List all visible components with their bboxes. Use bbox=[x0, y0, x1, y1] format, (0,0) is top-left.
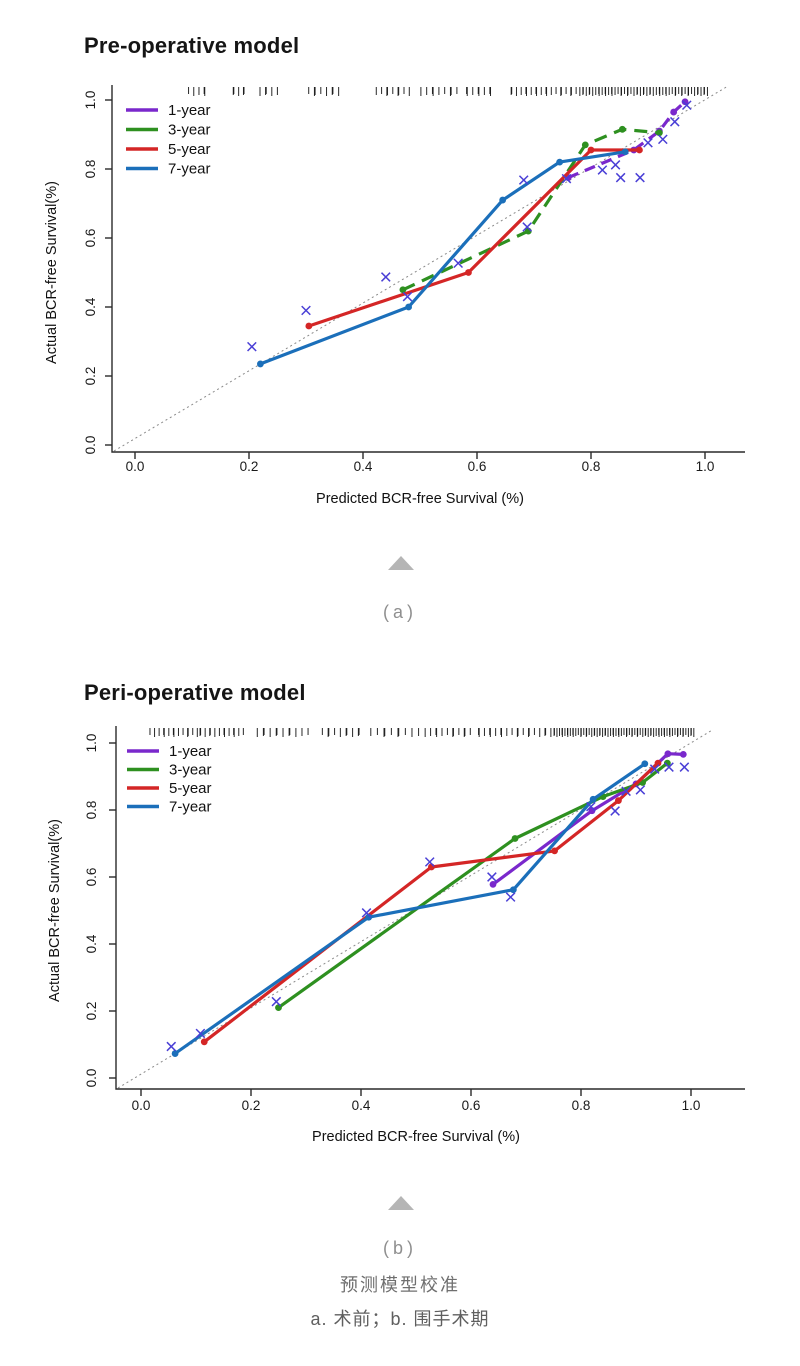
pre-operative-chart-title: Pre-operative model bbox=[84, 33, 300, 58]
series-point-3-year bbox=[581, 141, 589, 149]
series-point-1-year bbox=[679, 750, 687, 758]
x-tick-label: 0.0 bbox=[126, 459, 145, 474]
x-tick-label: 0.4 bbox=[352, 1098, 371, 1113]
x-tick-label: 0.6 bbox=[468, 459, 487, 474]
x-tick-label: 0.6 bbox=[462, 1098, 481, 1113]
ideal-reference-line bbox=[113, 85, 729, 452]
x-tick-label: 0.2 bbox=[242, 1098, 261, 1113]
rug-marks bbox=[149, 728, 695, 737]
series-point-7-year bbox=[509, 886, 517, 894]
panel-a-label: (a) bbox=[383, 602, 417, 622]
series-point-5-year bbox=[654, 759, 662, 767]
x-tick-label: 0.0 bbox=[132, 1098, 151, 1113]
y-tick-label: 0.4 bbox=[84, 934, 99, 953]
peri-operative-chart-title: Peri-operative model bbox=[84, 680, 306, 705]
x-tick-label: 0.2 bbox=[240, 459, 259, 474]
legend: 1-year 3-year 5-year 7-year bbox=[126, 102, 211, 178]
series-point-3-year bbox=[656, 129, 663, 137]
series-point-7-year bbox=[641, 760, 649, 768]
legend-label-5-year: 5-year bbox=[168, 141, 211, 158]
x-axis-title: Predicted BCR-free Survival (%) bbox=[316, 491, 524, 507]
series-point-3-year bbox=[511, 835, 519, 842]
y-axis-title: Actual BCR-free Survival(%) bbox=[47, 819, 63, 1002]
figure-caption-subtitle: a. 术前；b. 围手术期 bbox=[310, 1309, 490, 1329]
y-tick-label: 0.0 bbox=[83, 436, 98, 455]
y-tick-label: 0.6 bbox=[84, 868, 99, 887]
y-axis-title: Actual BCR-free Survival(%) bbox=[44, 181, 60, 364]
collapse-triangle-icon-a[interactable] bbox=[388, 556, 414, 570]
y-tick-label: 0.6 bbox=[83, 229, 98, 248]
series-point-7-year bbox=[556, 158, 564, 166]
collapse-triangle-icon-b[interactable] bbox=[388, 1196, 414, 1210]
series-point-7-year bbox=[405, 303, 412, 311]
series-point-1-year bbox=[664, 750, 672, 758]
series-point-5-year bbox=[636, 146, 643, 154]
series-point-1-year bbox=[670, 108, 678, 116]
series-point-5-year bbox=[465, 269, 472, 276]
series-point-5-year bbox=[305, 322, 313, 330]
series-point-3-year bbox=[399, 286, 407, 294]
series-point-7-year bbox=[365, 913, 373, 921]
x-tick-label: 0.4 bbox=[354, 459, 373, 474]
legend-label-5-year: 5-year bbox=[169, 780, 212, 797]
x-axis-title: Predicted BCR-free Survival (%) bbox=[312, 1129, 520, 1145]
x-tick-label: 0.8 bbox=[572, 1098, 591, 1113]
legend-label-1-year: 1-year bbox=[169, 743, 212, 760]
y-tick-label: 1.0 bbox=[84, 734, 99, 753]
series-point-3-year bbox=[618, 125, 626, 133]
y-tick-label: 0.2 bbox=[84, 1002, 99, 1021]
corrected-x-marks bbox=[166, 762, 690, 1052]
series-point-7-year bbox=[257, 360, 264, 368]
y-tick-label: 0.8 bbox=[84, 801, 99, 820]
series-point-7-year bbox=[499, 196, 507, 204]
series-point-1-year bbox=[489, 880, 497, 888]
y-tick-label: 1.0 bbox=[83, 91, 98, 110]
series-point-7-year bbox=[171, 1050, 179, 1057]
y-tick-label: 0.4 bbox=[83, 297, 98, 316]
y-tick-label: 0.2 bbox=[83, 367, 98, 386]
legend-label-1-year: 1-year bbox=[168, 102, 211, 119]
series-line-5-year bbox=[308, 148, 640, 328]
pre-operative-chart: 0.0 0.2 0.4 0.6 0.8 1.0 0.0 0.2 0.4 0.6 0.8 1.0 Pred… bbox=[44, 85, 745, 507]
series-point-7-year bbox=[621, 148, 629, 156]
y-tick-label: 0.0 bbox=[84, 1069, 99, 1088]
legend-label-7-year: 7-year bbox=[169, 799, 212, 816]
legend-label-3-year: 3-year bbox=[168, 122, 211, 139]
x-tick-label: 1.0 bbox=[696, 459, 715, 474]
legend-label-7-year: 7-year bbox=[168, 161, 211, 178]
y-tick-label: 0.8 bbox=[83, 160, 98, 179]
series-point-5-year bbox=[587, 146, 595, 154]
corrected-x-marks bbox=[247, 100, 692, 352]
series-point-5-year bbox=[551, 847, 558, 855]
series-line-7-year bbox=[259, 150, 626, 366]
peri-operative-chart: 0.0 0.2 0.4 0.6 0.8 1.0 0.0 0.2 0.4 0.6 0.8 1.0 Pred… bbox=[47, 726, 745, 1145]
x-tick-label: 1.0 bbox=[682, 1098, 701, 1113]
x-tick-label: 0.8 bbox=[582, 459, 601, 474]
figure-caption-title: 预测模型校准 bbox=[340, 1275, 460, 1295]
series-point-1-year bbox=[681, 98, 689, 106]
series-point-5-year bbox=[200, 1038, 208, 1046]
series-point-5-year bbox=[615, 797, 622, 805]
series-line-1-year bbox=[567, 100, 687, 180]
ideal-reference-line bbox=[117, 729, 714, 1089]
axes bbox=[115, 726, 745, 1090]
axes bbox=[111, 85, 745, 453]
series-point-7-year bbox=[589, 795, 597, 803]
legend-label-3-year: 3-year bbox=[169, 762, 212, 779]
panel-b-label: (b) bbox=[383, 1238, 417, 1258]
rug-marks bbox=[188, 87, 708, 96]
